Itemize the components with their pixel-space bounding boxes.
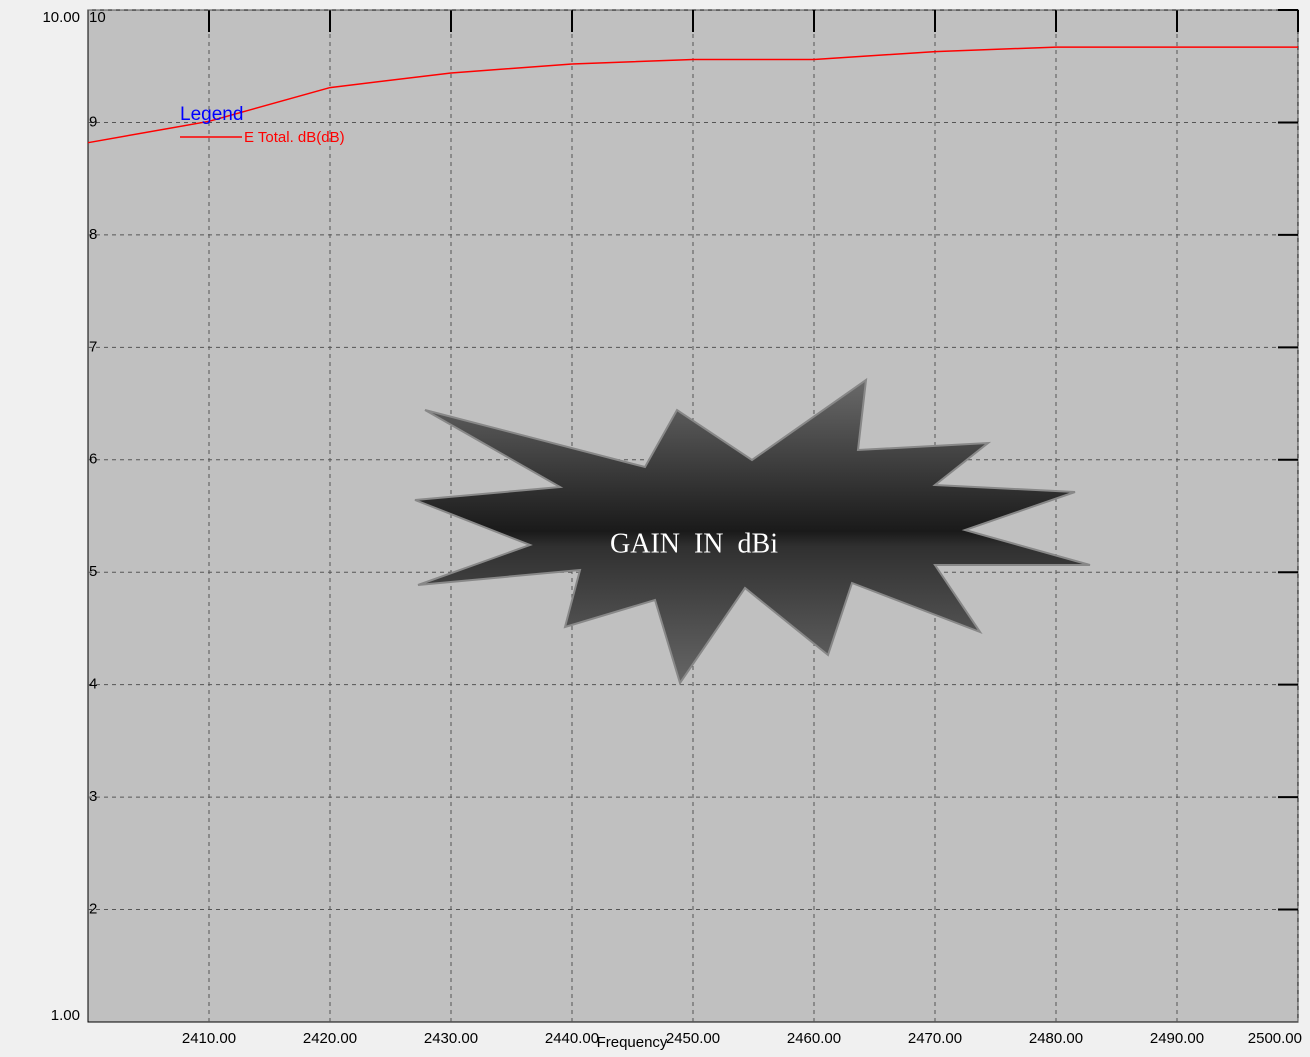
x-tick-label: 2490.00 [1150, 1030, 1204, 1047]
x-tick-label: 2470.00 [908, 1030, 962, 1047]
series-line [87, 46, 1298, 144]
annotation: GAIN IN dBi [610, 528, 778, 559]
y-tick-label: 1.00 [51, 1007, 80, 1024]
y-tick-label: 3 [89, 788, 97, 805]
x-tick-label: 2450.00 [666, 1030, 720, 1047]
x-tick-label: 2410.00 [182, 1030, 236, 1047]
x-tick-label: 2420.00 [303, 1030, 357, 1047]
y-tick-label: 10.00 [42, 9, 80, 26]
starburst [414, 377, 1091, 686]
y-tick-label: 2 [89, 901, 97, 918]
y-tick-label: 5 [89, 563, 97, 580]
y-tick-label: 9 [89, 113, 97, 130]
y-tick-label: 4 [89, 676, 97, 693]
x-tick-label: 2440.00 [545, 1030, 599, 1047]
legend-title: Legend [180, 104, 243, 125]
x-tick-label: 2430.00 [424, 1030, 478, 1047]
x-tick-label: 2460.00 [787, 1030, 841, 1047]
y-tick-label: 6 [89, 451, 97, 468]
legend-label: E Total. dB(dB) [244, 129, 345, 146]
x-tick-label: 2480.00 [1029, 1030, 1083, 1047]
x-axis-label: Frequency [597, 1034, 668, 1051]
y-tick-label: 10 [89, 9, 106, 26]
x-tick-label: 2500.00 [1248, 1030, 1302, 1047]
y-tick-label: 8 [89, 226, 97, 243]
y-tick-label: 7 [89, 338, 97, 355]
